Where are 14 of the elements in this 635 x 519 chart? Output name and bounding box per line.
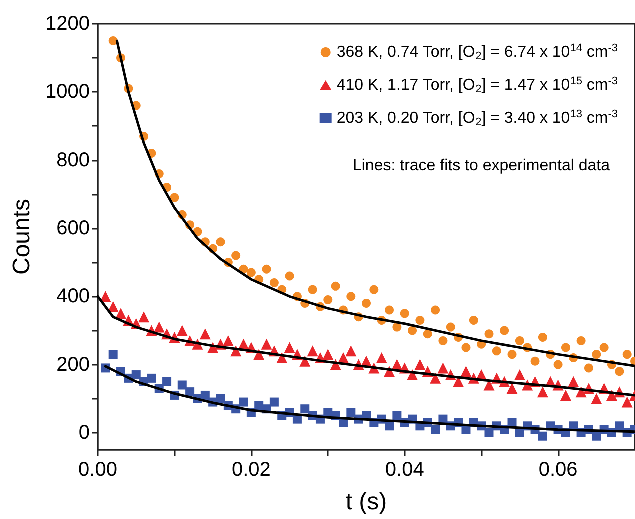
y-tick-label: 400: [56, 286, 90, 308]
x-tick-label: 0.04: [385, 459, 424, 481]
y-axis-title: Counts: [8, 198, 36, 276]
x-axis-title: t (s): [346, 488, 388, 516]
annotation: Lines: trace fits to experimental data: [352, 158, 610, 174]
y-tick-label: 1200: [46, 13, 90, 35]
y-tick-label: 200: [56, 354, 90, 376]
y-tick-label: 600: [56, 217, 90, 240]
x-tick-label: 0.06: [538, 459, 578, 481]
y-tick-label: 0: [78, 422, 90, 444]
y-tick-label: 1000: [46, 81, 90, 104]
x-tick-label: 0.02: [232, 459, 271, 481]
y-tick-label: 800: [56, 149, 90, 172]
x-tick-label: 0.00: [78, 459, 118, 481]
